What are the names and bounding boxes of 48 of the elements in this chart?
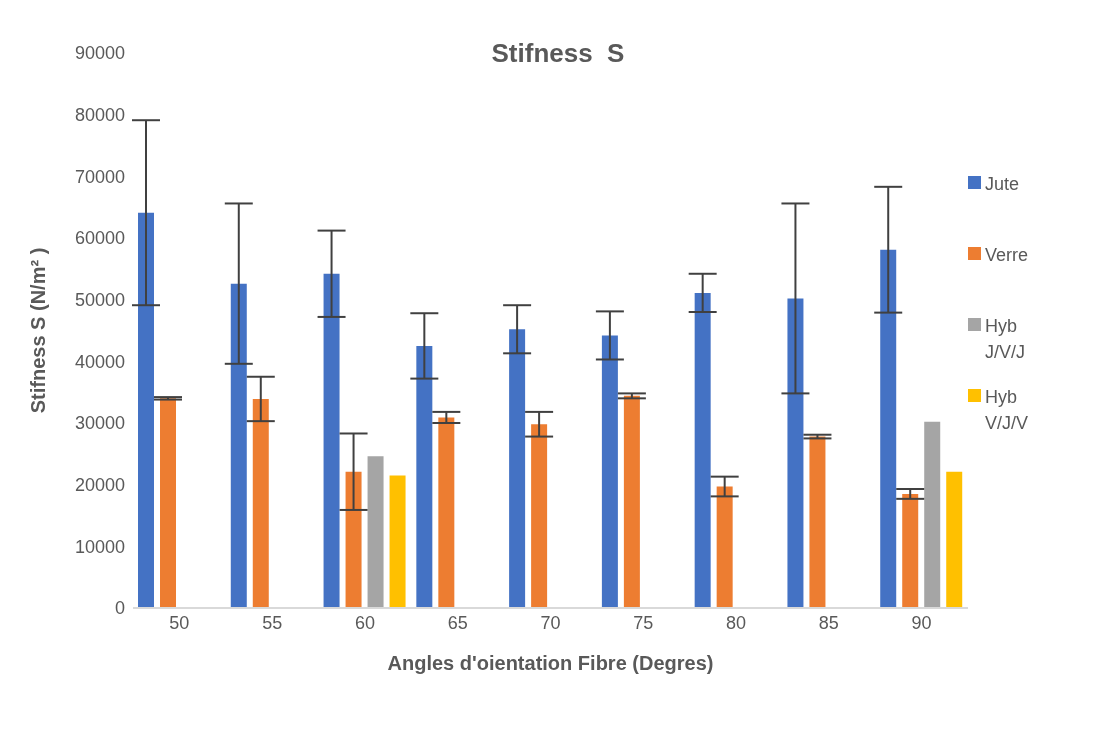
bar [323, 273, 340, 608]
bar [716, 486, 733, 608]
x-tick-label: 75 [633, 612, 654, 633]
y-tick-label: 90000 [74, 43, 125, 64]
bar [601, 335, 618, 608]
x-tick-label: 55 [262, 612, 283, 633]
y-tick-label: 10000 [74, 536, 125, 557]
bar [946, 471, 963, 608]
bar [230, 283, 247, 608]
bar [902, 493, 919, 608]
x-tick-label: 65 [447, 612, 468, 633]
bar [367, 456, 384, 608]
legend-label: Hyb J/V/J [985, 315, 1026, 364]
bar [160, 398, 176, 608]
bar [389, 475, 406, 608]
y-tick-label: 60000 [74, 228, 125, 249]
y-tick-label: 30000 [74, 413, 125, 434]
y-tick-label: 70000 [74, 166, 125, 187]
legend-label: Verre [985, 244, 1030, 267]
bar [694, 292, 711, 608]
legend-label: Jute [985, 173, 1021, 196]
bar [531, 424, 548, 608]
bar [623, 395, 640, 608]
y-tick-label: 20000 [74, 475, 125, 496]
x-tick-label: 90 [911, 612, 932, 633]
bar [416, 345, 433, 608]
x-tick-label: 85 [818, 612, 839, 633]
legend-label: Hyb V/J/V [985, 386, 1029, 435]
y-axis-title: Stifness S (N/m² ) [27, 247, 50, 414]
bar [787, 298, 804, 608]
x-tick-label: 80 [726, 612, 747, 633]
y-tick-label: 80000 [74, 105, 125, 126]
x-tick-label: 50 [169, 612, 190, 633]
y-tick-label: 40000 [74, 351, 125, 372]
bar [809, 436, 826, 608]
chart-title: Stifness S [491, 38, 625, 68]
x-tick-label: 60 [354, 612, 375, 633]
x-axis-title: Angles d'oientation Fibre (Degres) [387, 652, 714, 674]
y-tick-label: 50000 [74, 290, 125, 311]
bar [438, 417, 455, 608]
bar [138, 212, 154, 608]
bar [924, 421, 941, 608]
bar [252, 398, 269, 608]
bar [345, 471, 362, 608]
y-tick-label: 0 [114, 598, 125, 619]
bar [880, 249, 897, 608]
x-tick-label: 70 [540, 612, 561, 633]
bar [509, 329, 526, 608]
